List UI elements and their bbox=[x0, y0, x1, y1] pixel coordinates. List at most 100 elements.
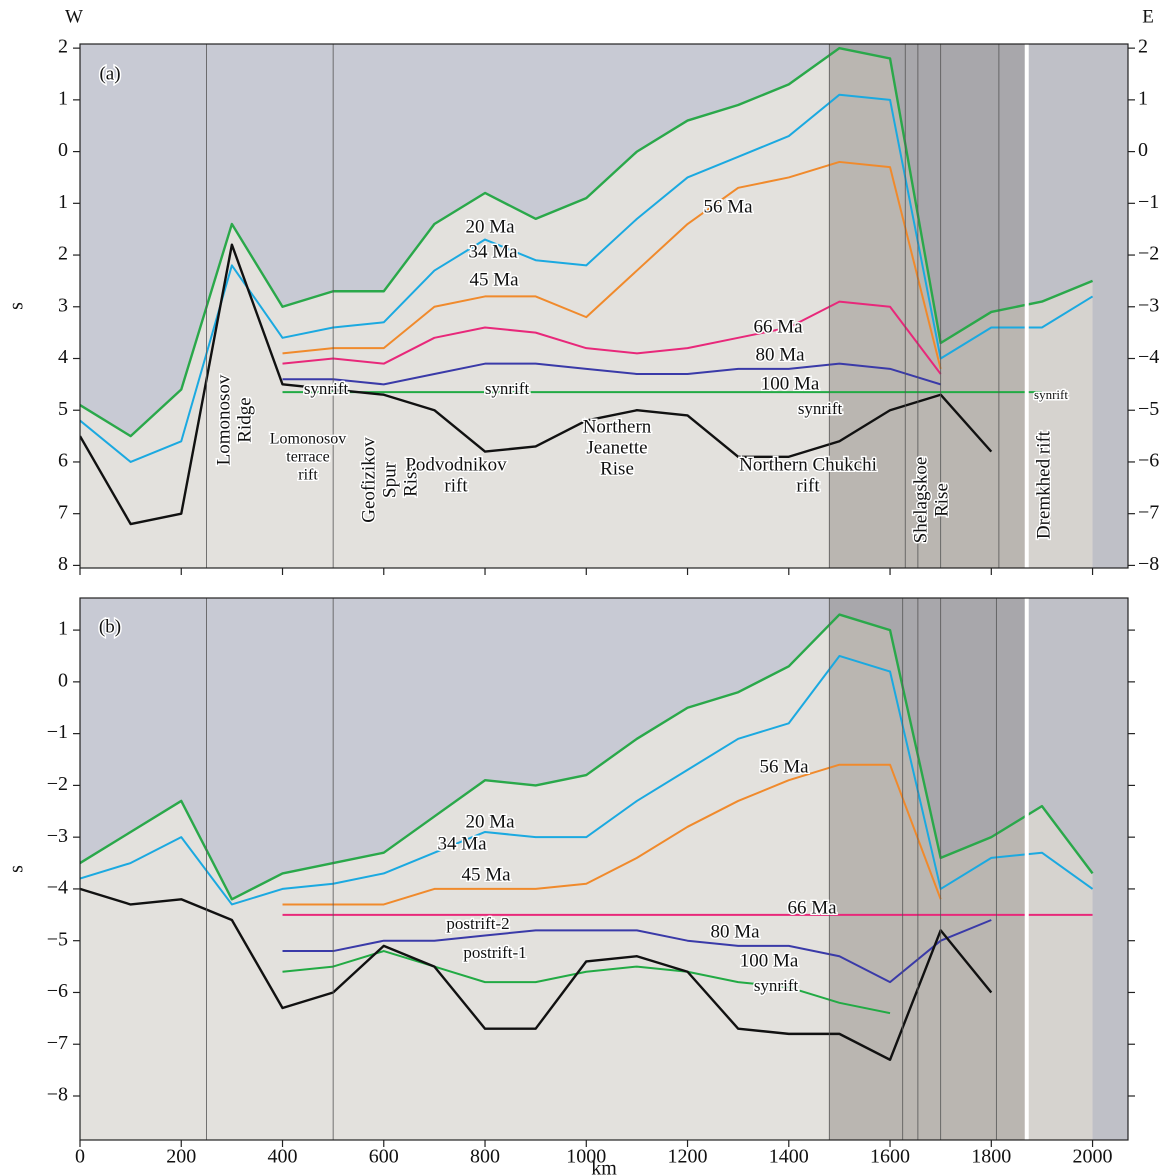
annotation-text: 80 Ma bbox=[755, 344, 805, 365]
annotation: 34 Ma bbox=[467, 240, 520, 264]
annotation: Dremkhed rift bbox=[1032, 429, 1056, 541]
x-tick-label: 1400 bbox=[769, 1146, 809, 1168]
annotation-text: postrift-1 bbox=[463, 943, 526, 962]
annotation: 80 Ma bbox=[709, 920, 762, 944]
annotation-text: Lomonosov bbox=[270, 431, 346, 448]
annotation: 20 Ma bbox=[464, 215, 517, 239]
annotation-text: 100 Ma bbox=[740, 950, 799, 971]
annotation: 45 Ma bbox=[468, 268, 521, 292]
annotation: synrift bbox=[302, 377, 350, 399]
y-tick-label: 0 bbox=[58, 139, 68, 161]
annotation-text: 80 Ma bbox=[710, 921, 760, 942]
y2-tick-label: −1 bbox=[1138, 191, 1159, 213]
annotation: 20 Ma bbox=[464, 810, 517, 834]
x-tick-label: 1800 bbox=[971, 1146, 1011, 1168]
y-tick-label: −3 bbox=[47, 825, 68, 847]
x-tick-label: 1600 bbox=[870, 1146, 910, 1168]
annotation: 56 Ma bbox=[758, 755, 811, 779]
y2-tick-label: −6 bbox=[1138, 450, 1159, 472]
plot-frame bbox=[79, 43, 1129, 569]
y-tick-label: −2 bbox=[47, 773, 68, 795]
y2-tick-label: −8 bbox=[1138, 553, 1159, 575]
horizon-line bbox=[282, 160, 942, 370]
x-tick-label: 600 bbox=[369, 1146, 399, 1168]
annotation-text: W bbox=[65, 6, 83, 27]
x-tick-label: 1000 bbox=[566, 1146, 606, 1168]
annotation-text: 34 Ma bbox=[437, 833, 487, 854]
y-tick-label: −5 bbox=[47, 928, 68, 950]
y2-tick-label: 1 bbox=[1138, 87, 1148, 109]
horizon-line bbox=[80, 46, 1094, 438]
annotation-text: Shelagskoe bbox=[910, 457, 931, 544]
annotation-text: Rise bbox=[931, 483, 952, 517]
annotation-text: synrift bbox=[485, 379, 530, 398]
annotation-text: synrift bbox=[798, 399, 843, 418]
plot bbox=[80, 44, 1128, 568]
y-tick-label: 2 bbox=[58, 36, 68, 58]
annotation-text: synrift bbox=[304, 379, 349, 398]
annotation-text: rift bbox=[298, 467, 318, 484]
horizon-line bbox=[282, 300, 942, 375]
x-tick-label: 800 bbox=[470, 1146, 500, 1168]
annotation-text: (b) bbox=[99, 616, 121, 637]
y-tick-label: 1 bbox=[58, 618, 68, 640]
horizon-line bbox=[80, 613, 1094, 901]
horizon-line bbox=[282, 950, 891, 1015]
y-tick-label: 6 bbox=[58, 450, 68, 472]
annotation-text: 20 Ma bbox=[465, 811, 515, 832]
annotation-text: rift bbox=[796, 475, 820, 496]
annotation: 100 Ma bbox=[738, 949, 800, 973]
annotation: Geofizikov Spur Rise bbox=[357, 435, 423, 524]
y2-tick-label: −5 bbox=[1138, 398, 1159, 420]
horizon-line bbox=[80, 887, 993, 1061]
dark-block bbox=[829, 44, 1027, 568]
annotation-text: 34 Ma bbox=[468, 241, 518, 262]
annotation-text: 66 Ma bbox=[753, 316, 803, 337]
y2-tick-label: −7 bbox=[1138, 501, 1159, 523]
y-tick-label: 4 bbox=[58, 346, 68, 368]
x-tick-label: 1200 bbox=[668, 1146, 708, 1168]
y2-tick-label: 0 bbox=[1138, 139, 1148, 161]
y2-tick-label: −3 bbox=[1138, 294, 1159, 316]
annotation: synrift bbox=[796, 397, 844, 419]
annotation: 34 Ma bbox=[436, 832, 489, 856]
plot bbox=[80, 598, 1128, 1140]
y-tick-label: −4 bbox=[47, 877, 68, 899]
plot-frame bbox=[79, 597, 1129, 1141]
horizon-line bbox=[282, 919, 992, 984]
annotation-text: 66 Ma bbox=[787, 897, 837, 918]
y2-tick-label: 2 bbox=[1138, 36, 1148, 58]
annotation-text: Ridge bbox=[234, 397, 255, 442]
y-tick-label: −8 bbox=[47, 1084, 68, 1106]
x-tick-label: 2000 bbox=[1073, 1146, 1113, 1168]
annotation-text: synrift bbox=[754, 976, 799, 995]
annotation-text: (a) bbox=[99, 63, 120, 84]
annotation-text: postrift-2 bbox=[446, 914, 509, 933]
y-tick-label: 8 bbox=[58, 553, 68, 575]
annotation: 66 Ma bbox=[752, 315, 805, 339]
x-tick-label: 200 bbox=[166, 1146, 196, 1168]
x-axis-label: km bbox=[591, 1158, 617, 1176]
annotation: 45 Ma bbox=[460, 863, 513, 887]
annotation: E bbox=[1141, 5, 1156, 29]
annotation-text: synrift bbox=[1034, 387, 1068, 402]
horizon-line bbox=[80, 654, 1094, 906]
annotation-text: Geofizikov bbox=[358, 437, 379, 523]
y2-tick-label: −2 bbox=[1138, 243, 1159, 265]
y-axis-label: s bbox=[6, 302, 28, 310]
annotation: 100 Ma bbox=[759, 372, 821, 396]
annotation-text: 100 Ma bbox=[761, 373, 820, 394]
annotation: synrift bbox=[752, 974, 800, 996]
annotation-text: Dremkhed rift bbox=[1033, 430, 1054, 539]
annotation-text: 56 Ma bbox=[703, 196, 753, 217]
y-tick-label: 1 bbox=[58, 191, 68, 213]
annotation-text: Rise bbox=[600, 458, 634, 479]
annotation: (b) bbox=[97, 615, 122, 639]
annotation-text: rift bbox=[444, 475, 468, 496]
horizon-line bbox=[282, 362, 941, 386]
annotation: 66 Ma bbox=[786, 896, 839, 920]
